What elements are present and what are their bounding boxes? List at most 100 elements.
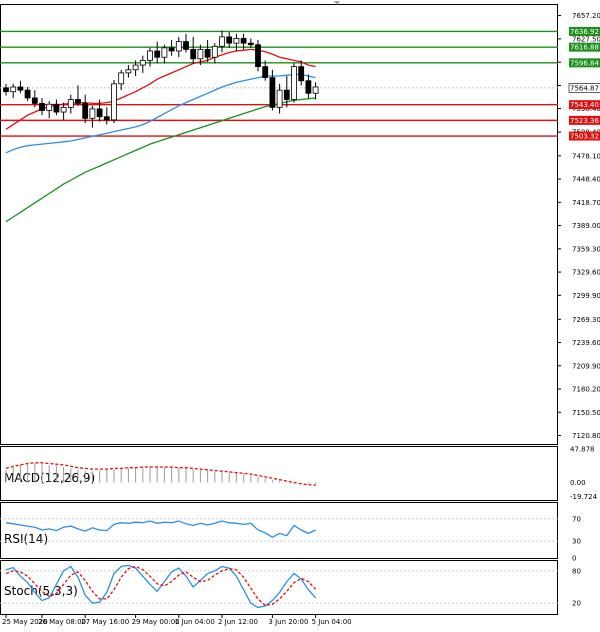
candle-body-down <box>298 66 305 82</box>
candle <box>276 83 283 114</box>
time-tick-label: 25 May 2020 <box>2 618 48 626</box>
shift-marker-icon <box>334 1 340 5</box>
candle <box>75 85 81 106</box>
candle-body-up <box>219 36 225 47</box>
candle <box>305 74 312 98</box>
candle <box>233 33 240 51</box>
stoch-panel-frame <box>0 560 558 615</box>
price-tick-label: 7389.00 <box>572 222 600 230</box>
rsi-line <box>5 520 316 539</box>
candle <box>39 97 45 116</box>
moving-average-green-line <box>5 97 316 223</box>
candle <box>46 101 53 119</box>
candle <box>190 36 197 64</box>
candle-body-down <box>183 41 189 50</box>
candle-body-down <box>103 116 110 121</box>
candle-body-down <box>240 38 247 44</box>
candle-body-down <box>269 77 276 108</box>
level-price-tag <box>569 42 600 52</box>
main-price-panel: 7657.207627.507597.707567.907538.407508.… <box>0 1 600 445</box>
candle <box>125 65 132 78</box>
candle <box>132 60 139 77</box>
candle-body-down <box>154 50 161 58</box>
macd-tick-label: -19.724 <box>570 493 598 501</box>
rsi-label: RSI(14) <box>4 532 48 546</box>
candle <box>291 63 297 103</box>
candle <box>240 33 247 50</box>
time-tick-label: 26 May 08:00 <box>38 618 86 626</box>
rsi-panel: RSI(14) 70 30 0 <box>0 502 581 563</box>
candle-body-down <box>24 89 31 99</box>
candle-body-down <box>39 103 45 111</box>
price-tick-label: 7239.60 <box>572 339 600 347</box>
level-price-label: 7503.32 <box>570 133 599 141</box>
candle <box>154 41 161 64</box>
candle-body-down <box>3 87 9 93</box>
level-price-label: 7596.84 <box>570 59 599 67</box>
price-tick-label: 7448.40 <box>572 176 600 184</box>
candle <box>255 40 261 72</box>
candle-body-down <box>168 47 175 52</box>
candle <box>226 32 233 48</box>
price-tick-label: 7627.50 <box>572 35 600 43</box>
candle <box>139 55 146 73</box>
rsi-tick-label: 0 <box>572 555 576 563</box>
candle <box>3 83 9 96</box>
candle <box>118 69 125 91</box>
candle <box>183 33 189 53</box>
candle <box>197 44 204 66</box>
candle-body-up <box>60 106 67 113</box>
price-tick-label: 7329.60 <box>572 269 600 277</box>
candle <box>204 40 211 62</box>
candle <box>161 44 168 64</box>
candle <box>96 99 103 122</box>
candle-body-up <box>175 41 182 52</box>
candle-body-up <box>46 103 53 111</box>
level-price-tag <box>569 115 600 125</box>
candle-body-down <box>190 49 197 60</box>
candle-body-up <box>125 69 132 74</box>
candle <box>89 105 96 128</box>
candle-body-down <box>75 99 81 104</box>
price-tick-label: 7299.90 <box>572 292 600 300</box>
candle-body-up <box>291 66 297 100</box>
price-tick-label: 7209.90 <box>572 362 600 370</box>
rsi-panel-frame <box>0 502 558 559</box>
candle <box>60 102 67 120</box>
candle-body-up <box>276 89 283 108</box>
candle-body-down <box>305 80 312 94</box>
current-price-tag <box>568 83 600 93</box>
candle-body-up <box>89 108 96 119</box>
candle <box>111 79 117 124</box>
level-price-label: 7523.36 <box>570 117 599 125</box>
stoch-panel: Stoch(5,3,3) 80 20 <box>0 560 581 615</box>
candle-body-down <box>31 97 38 104</box>
level-price-tag <box>569 100 600 110</box>
candle-body-up <box>118 72 125 85</box>
macd-panel-frame <box>0 446 558 501</box>
time-tick-label: 3 Jun 20:00 <box>268 618 308 626</box>
candle <box>175 36 182 58</box>
candle <box>17 80 24 94</box>
candle-body-up <box>147 50 153 61</box>
candle <box>219 30 225 53</box>
price-tick-label: 7359.30 <box>572 245 600 253</box>
price-tick-label: 7180.20 <box>572 386 600 394</box>
candle <box>103 107 110 125</box>
time-tick-label: 29 May 00:00 <box>132 618 180 626</box>
time-tick-label: 2 Jun 12:00 <box>218 618 258 626</box>
candle <box>10 83 17 98</box>
candle-body-down <box>255 44 261 68</box>
candle <box>269 69 276 111</box>
candle <box>24 86 31 102</box>
candle <box>247 38 254 48</box>
candle-body-up <box>139 59 146 66</box>
price-tick-label: 7418.70 <box>572 199 600 207</box>
stoch-k-line <box>5 564 317 609</box>
candle-body-down <box>17 86 24 91</box>
macd-tick-label: 0.00 <box>570 479 586 487</box>
